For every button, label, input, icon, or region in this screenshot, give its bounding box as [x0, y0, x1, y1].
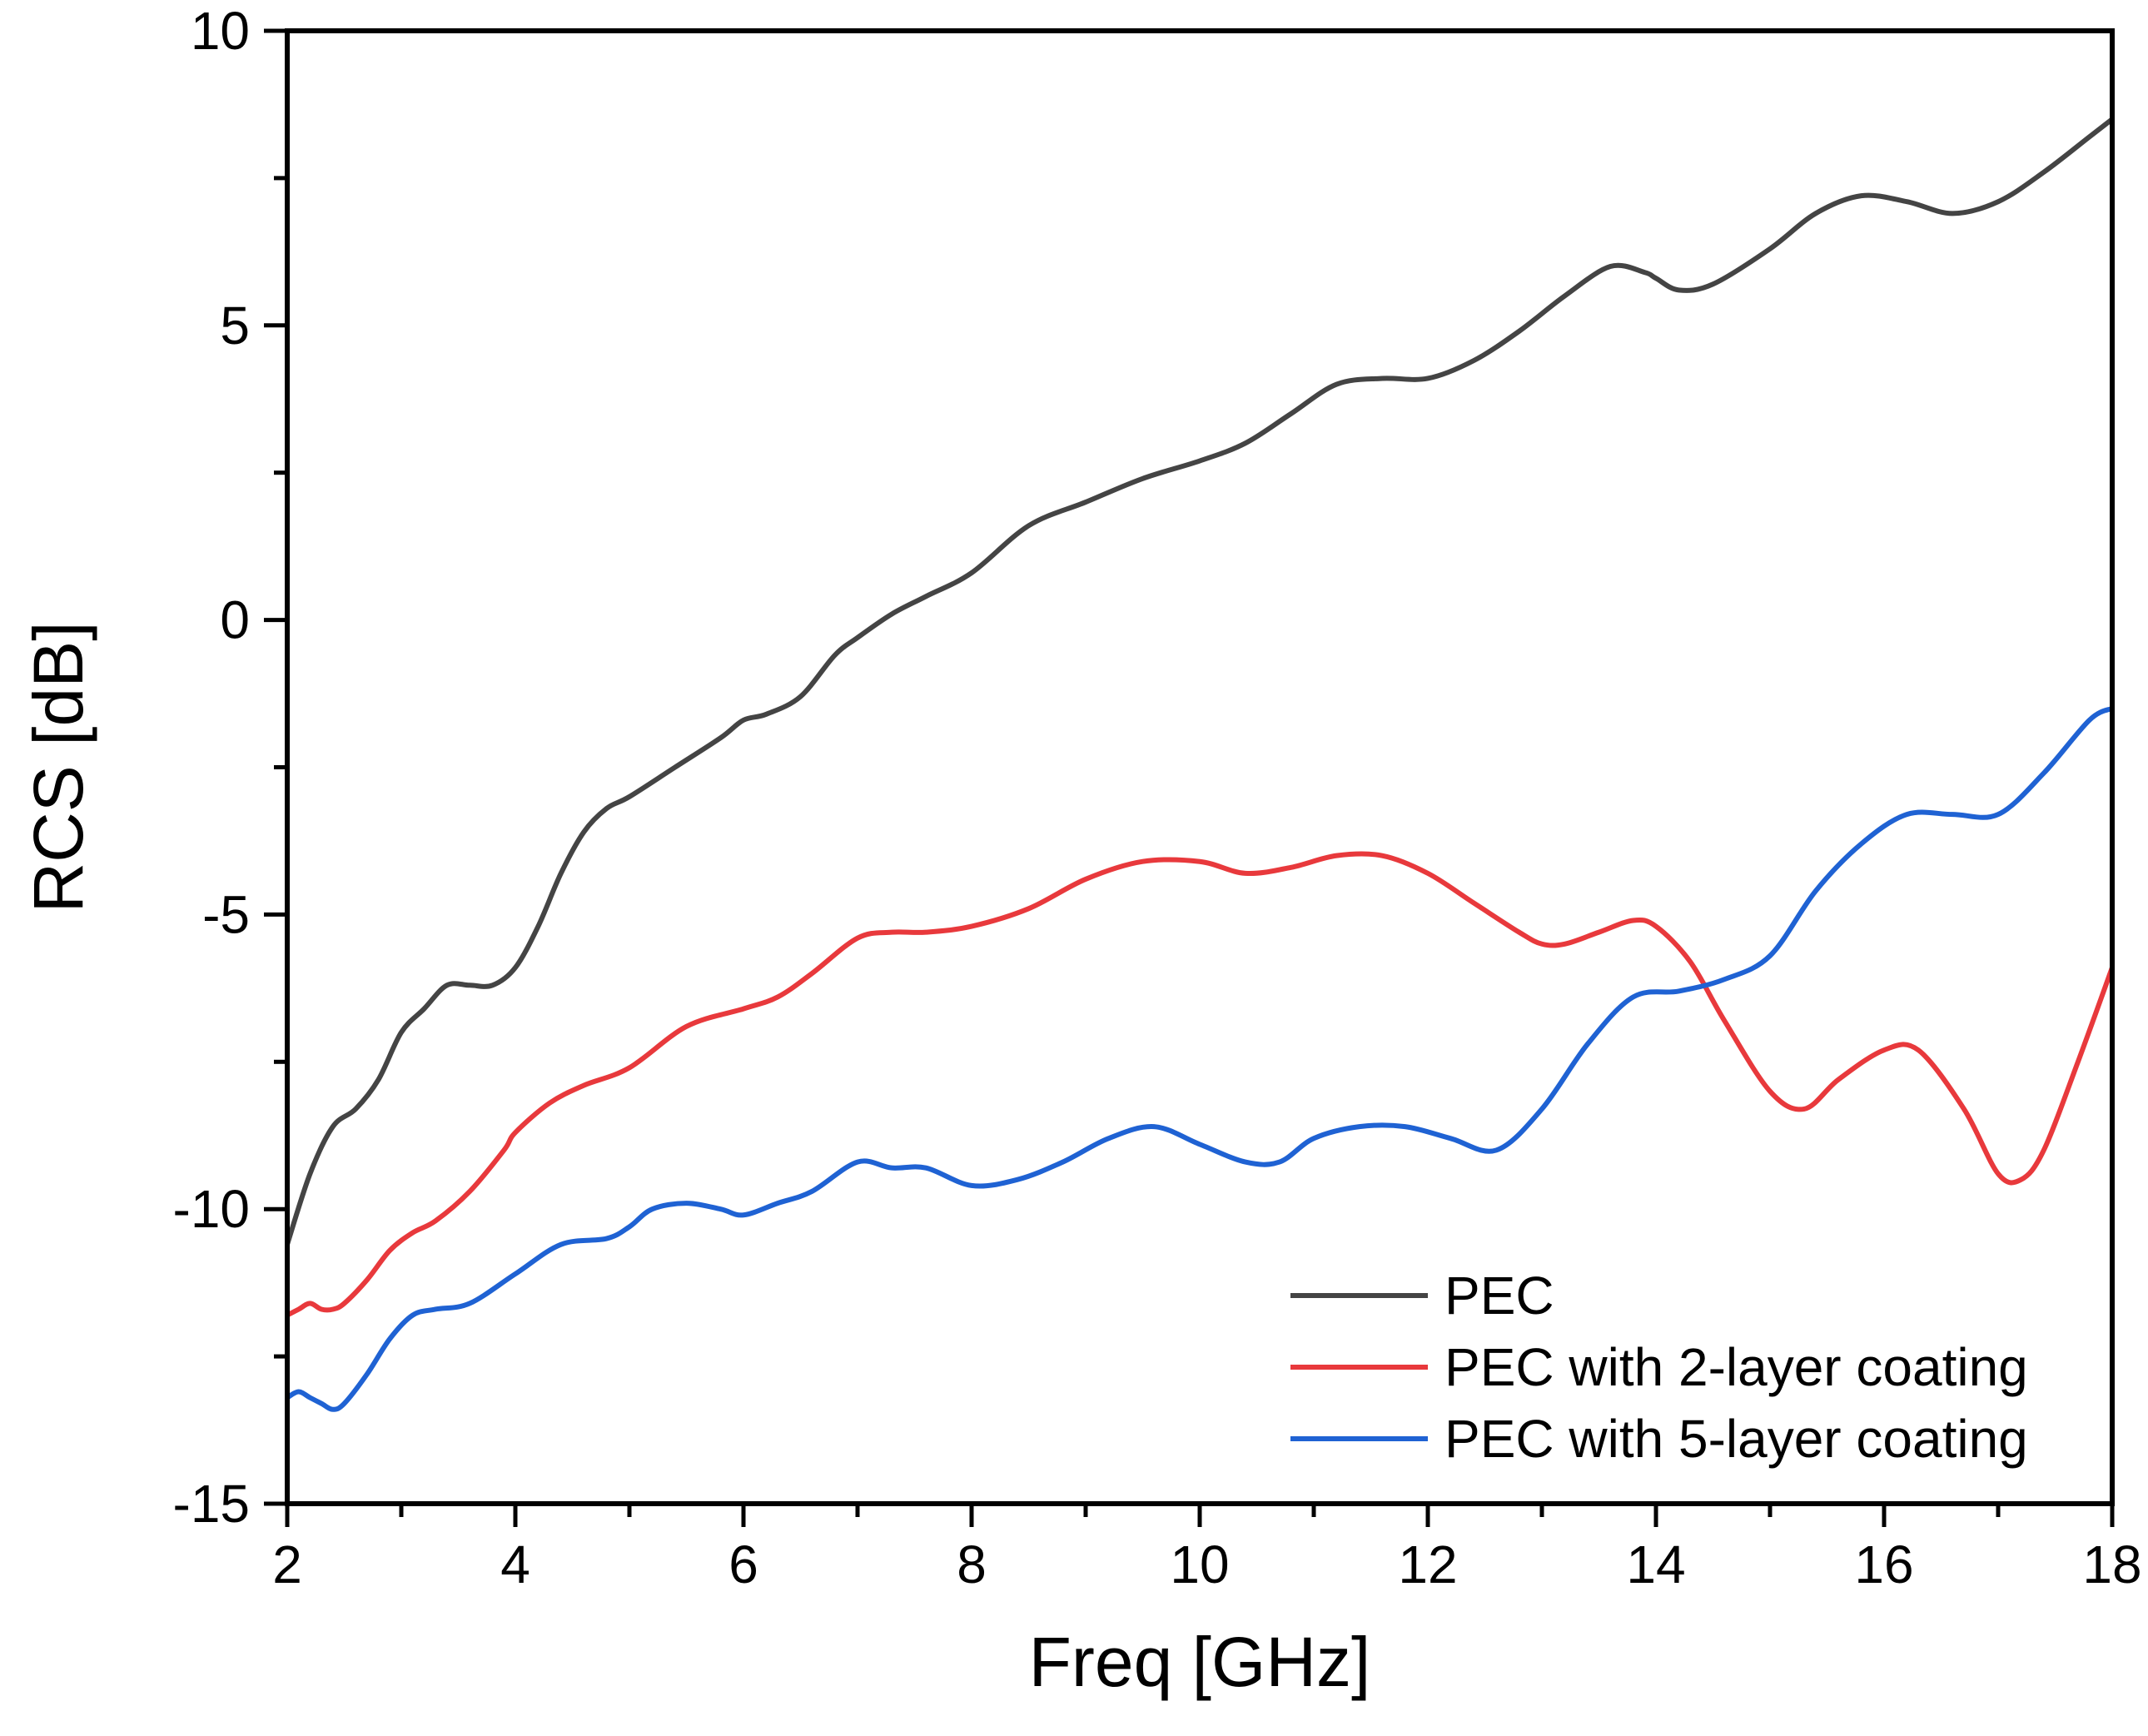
- x-tick-label: 12: [1398, 1535, 1457, 1594]
- y-tick-label: -5: [202, 884, 250, 944]
- y-tick-label: 5: [220, 296, 250, 356]
- x-tick-label: 18: [2082, 1535, 2141, 1594]
- y-axis-title: RCS [dB]: [19, 621, 97, 913]
- legend-label: PEC with 2-layer coating: [1444, 1337, 2028, 1397]
- series-line-3: [285, 705, 2115, 1412]
- x-tick-label: 14: [1626, 1535, 1685, 1594]
- ticks-layer: 2 4 6 8 10 12 14 16 18 -15 -10 -5 0 5 10: [173, 1, 2142, 1594]
- legend-label: PEC with 5-layer coating: [1444, 1409, 2028, 1469]
- series-layer: [285, 117, 2115, 1412]
- x-tick-label: 10: [1170, 1535, 1229, 1594]
- x-tick-label: 16: [1854, 1535, 1913, 1594]
- legend-label: PEC: [1444, 1266, 1554, 1326]
- y-tick-label: 0: [220, 590, 250, 650]
- series-line-1: [285, 117, 2115, 1247]
- legend: PEC PEC with 2-layer coating PEC with 5-la…: [1290, 1266, 2028, 1469]
- x-tick-label: 2: [272, 1535, 302, 1594]
- x-tick-label: 4: [500, 1535, 530, 1594]
- y-tick-label: -15: [173, 1474, 251, 1534]
- x-tick-label: 8: [957, 1535, 987, 1594]
- x-axis-title: Freq [GHz]: [1029, 1623, 1371, 1701]
- y-tick-label: 10: [191, 1, 250, 61]
- series-line-2: [285, 851, 2115, 1318]
- plot-frame: [285, 28, 2115, 1506]
- y-tick-label: -10: [173, 1179, 251, 1239]
- x-tick-label: 6: [728, 1535, 758, 1594]
